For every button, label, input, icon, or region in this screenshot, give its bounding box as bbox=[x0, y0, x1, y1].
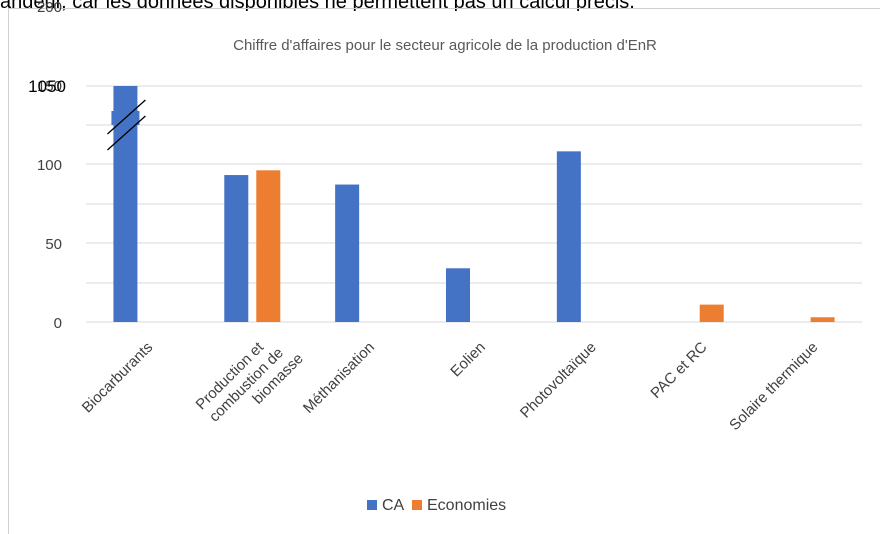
y-tick-label: 200 bbox=[37, 0, 62, 16]
bar bbox=[446, 268, 470, 322]
axis-break-mark bbox=[106, 99, 146, 135]
legend-label: Economies bbox=[427, 497, 506, 514]
legend-swatch bbox=[412, 500, 422, 510]
header-text: andeur, car les données disponibles ne p… bbox=[0, 0, 635, 11]
bar bbox=[335, 184, 360, 322]
chart-title: Chiffre d'affaires pour le secteur agric… bbox=[233, 37, 657, 54]
bars bbox=[106, 86, 835, 322]
x-tick-label: Photovoltaïque bbox=[517, 339, 600, 422]
y-tick-label: 150 bbox=[37, 78, 62, 95]
legend-swatch bbox=[367, 500, 377, 510]
x-tick-label: Eolien bbox=[447, 339, 489, 381]
y-tick-label: 100 bbox=[37, 157, 62, 174]
bar bbox=[256, 170, 281, 322]
legend: CA Economies bbox=[367, 497, 506, 514]
legend-label: CA bbox=[382, 497, 405, 514]
y-tick-label: 1050 bbox=[28, 77, 66, 96]
y-tick-label: 0 bbox=[54, 315, 62, 332]
axis-break-mark bbox=[106, 115, 146, 151]
y-axis-ticks: 0 50 100 150 200 1050 bbox=[28, 0, 66, 332]
y-tick-label: 50 bbox=[45, 236, 62, 253]
x-tick-label: Biocarburants bbox=[79, 339, 156, 416]
x-axis-labels: Biocarburants Production etcombustion deb… bbox=[79, 325, 822, 439]
bar bbox=[556, 151, 581, 322]
bar bbox=[699, 304, 724, 322]
x-tick-label: Méthanisation bbox=[300, 339, 378, 417]
gridlines bbox=[86, 85, 862, 323]
chart-frame bbox=[8, 8, 880, 534]
bar bbox=[224, 175, 249, 322]
x-tick-label: Production etcombustion debiomasse bbox=[193, 325, 307, 439]
x-tick-label: Solaire thermique bbox=[726, 339, 821, 434]
bar bbox=[810, 317, 835, 322]
x-tick-label: PAC et RC bbox=[647, 339, 710, 402]
